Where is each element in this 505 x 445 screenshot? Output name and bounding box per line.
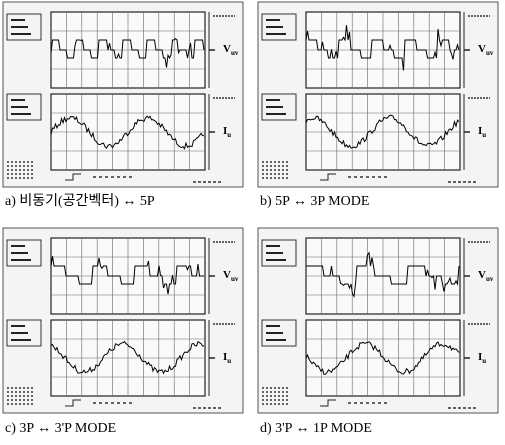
waveform bbox=[50, 340, 205, 375]
label-sub: uv bbox=[486, 275, 494, 283]
info-box bbox=[261, 239, 297, 267]
label-main: I bbox=[223, 351, 227, 363]
trigger-icon bbox=[65, 399, 81, 407]
waveform bbox=[50, 115, 205, 150]
label-sub: u bbox=[227, 131, 231, 139]
caption: a) 비동기(공간벡터) ↔ 5P bbox=[5, 193, 155, 209]
channel-label: Iu bbox=[478, 125, 486, 139]
info-box bbox=[6, 13, 42, 41]
waveform bbox=[305, 25, 460, 71]
label-sub: uv bbox=[486, 49, 494, 57]
channel-label: Iu bbox=[223, 351, 231, 365]
caption: d) 3'P ↔ 1P MODE bbox=[260, 421, 372, 436]
info-box bbox=[261, 93, 297, 121]
label-main: I bbox=[478, 351, 482, 363]
info-box bbox=[261, 319, 297, 347]
scope-panel: Vuv Iu bbox=[2, 227, 244, 414]
info-box bbox=[261, 13, 297, 41]
label-sub: uv bbox=[231, 275, 239, 283]
label-main: V bbox=[223, 43, 231, 55]
label-sub: u bbox=[482, 131, 486, 139]
label-sub: u bbox=[227, 357, 231, 365]
channel-label: Vuv bbox=[223, 43, 239, 57]
scope-panel: Vuv Iu bbox=[257, 227, 499, 414]
channel-label: Iu bbox=[223, 125, 231, 139]
waveform bbox=[306, 251, 460, 298]
label-main: V bbox=[478, 269, 486, 281]
caption: b) 5P ↔ 3P MODE bbox=[260, 194, 369, 209]
waveform bbox=[305, 114, 460, 149]
label-main: V bbox=[478, 43, 486, 55]
channel-label: Vuv bbox=[478, 43, 494, 57]
info-box bbox=[6, 319, 42, 347]
info-box bbox=[6, 239, 42, 267]
label-main: I bbox=[478, 125, 482, 137]
scope-panel: Vuv Iu bbox=[2, 1, 244, 188]
waveform bbox=[305, 341, 460, 375]
channel-label: Vuv bbox=[223, 269, 239, 283]
waveform bbox=[50, 256, 204, 295]
channel-label: Vuv bbox=[478, 269, 494, 283]
trigger-icon bbox=[320, 173, 336, 181]
trigger-icon bbox=[65, 173, 81, 181]
label-main: V bbox=[223, 269, 231, 281]
info-box bbox=[6, 93, 42, 121]
caption: c) 3P ↔ 3'P MODE bbox=[5, 421, 116, 436]
channel-label: Iu bbox=[478, 351, 486, 365]
label-sub: u bbox=[482, 357, 486, 365]
trigger-icon bbox=[320, 399, 336, 407]
waveform bbox=[50, 38, 205, 68]
label-sub: uv bbox=[231, 49, 239, 57]
label-main: I bbox=[223, 125, 227, 137]
scope-panel: Vuv Iu bbox=[257, 1, 499, 188]
